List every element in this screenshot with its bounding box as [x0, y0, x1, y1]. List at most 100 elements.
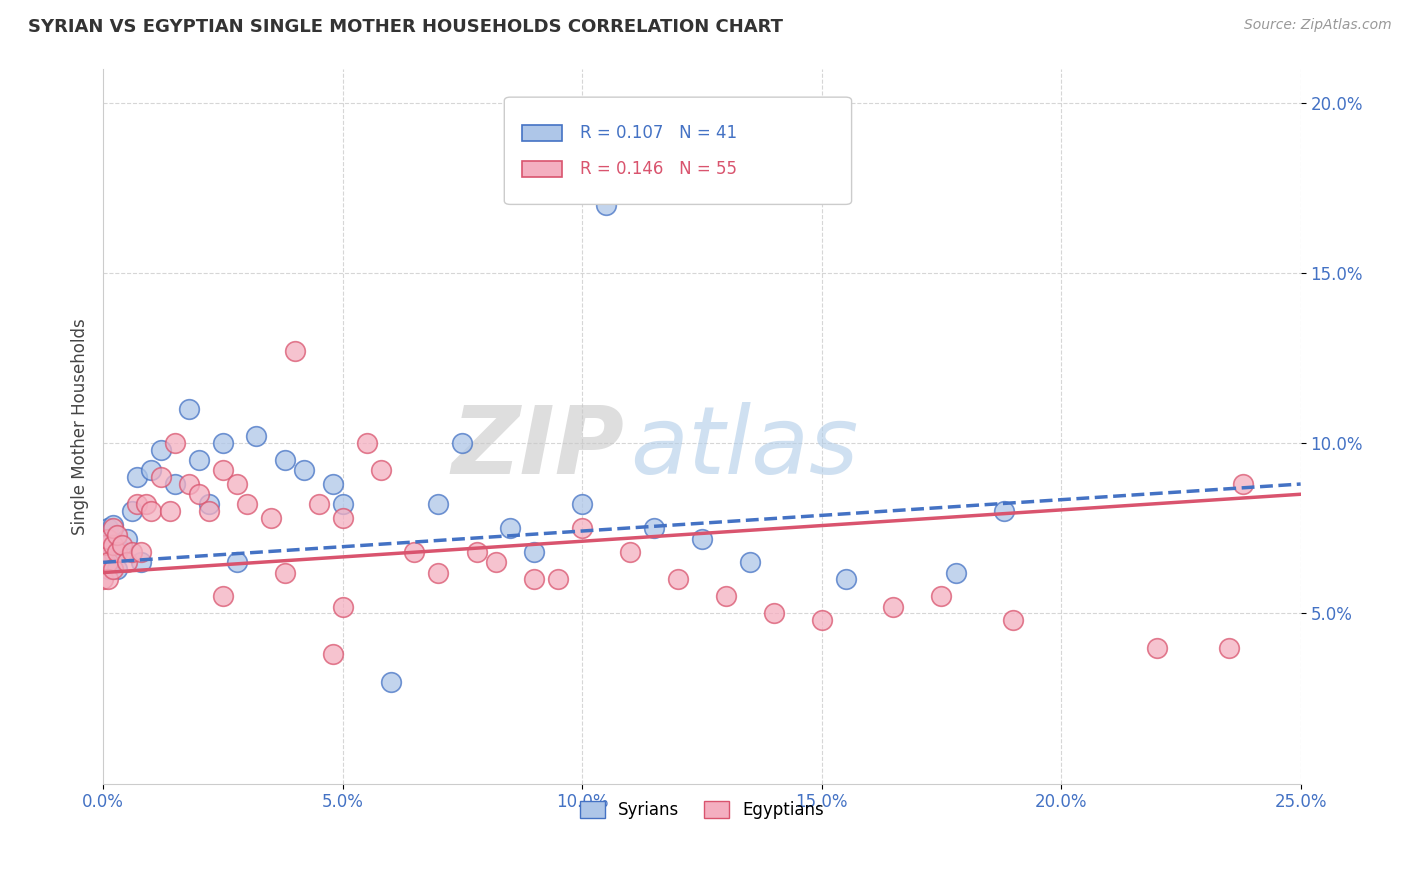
Point: [111, 538, 134, 552]
Point: [523, 573, 546, 587]
Point: [284, 344, 307, 359]
Point: [212, 463, 235, 477]
Point: [107, 562, 129, 576]
Point: [547, 573, 569, 587]
Point: [197, 498, 219, 512]
Point: [404, 545, 426, 559]
Point: [135, 498, 157, 512]
Point: [97, 538, 120, 552]
Point: [107, 528, 129, 542]
FancyBboxPatch shape: [522, 161, 562, 177]
Text: SYRIAN VS EGYPTIAN SINGLE MOTHER HOUSEHOLDS CORRELATION CHART: SYRIAN VS EGYPTIAN SINGLE MOTHER HOUSEHO…: [28, 18, 783, 36]
Point: [322, 477, 344, 491]
Point: [465, 545, 488, 559]
Point: [115, 555, 138, 569]
Point: [139, 463, 162, 477]
Text: ZIP: ZIP: [451, 401, 624, 493]
Point: [91, 532, 114, 546]
Point: [97, 532, 120, 546]
Point: [97, 573, 120, 587]
Point: [212, 590, 235, 604]
Point: [197, 504, 219, 518]
Point: [101, 562, 124, 576]
Point: [308, 498, 330, 512]
Text: Source: ZipAtlas.com: Source: ZipAtlas.com: [1244, 18, 1392, 32]
Point: [187, 453, 209, 467]
Point: [91, 573, 114, 587]
Point: [451, 436, 474, 450]
Point: [163, 436, 186, 450]
FancyBboxPatch shape: [522, 125, 562, 141]
Point: [274, 453, 297, 467]
Point: [882, 599, 904, 614]
Point: [292, 463, 315, 477]
Point: [370, 463, 392, 477]
Point: [163, 477, 186, 491]
Point: [107, 538, 129, 552]
Point: [101, 521, 124, 535]
Point: [115, 532, 138, 546]
Point: [107, 545, 129, 559]
Point: [179, 402, 201, 417]
Text: atlas: atlas: [630, 402, 858, 493]
Point: [131, 545, 153, 559]
Point: [690, 532, 713, 546]
Legend: Syrians, Egyptians: Syrians, Egyptians: [572, 794, 831, 825]
Point: [810, 613, 832, 627]
Point: [245, 429, 267, 443]
Point: [643, 521, 665, 535]
Point: [97, 562, 120, 576]
Text: R = 0.107   N = 41: R = 0.107 N = 41: [579, 124, 737, 142]
Text: R = 0.146   N = 55: R = 0.146 N = 55: [579, 160, 737, 178]
Point: [595, 198, 617, 212]
Point: [1232, 477, 1254, 491]
Point: [101, 538, 124, 552]
Point: [1218, 640, 1240, 655]
Point: [714, 590, 737, 604]
Point: [427, 498, 450, 512]
Point: [91, 555, 114, 569]
Y-axis label: Single Mother Households: Single Mother Households: [72, 318, 89, 534]
Point: [945, 566, 967, 580]
Point: [179, 477, 201, 491]
Point: [226, 477, 249, 491]
Point: [485, 555, 508, 569]
Point: [91, 538, 114, 552]
Point: [149, 442, 172, 457]
Point: [159, 504, 181, 518]
Point: [356, 436, 378, 450]
Point: [97, 555, 120, 569]
Point: [274, 566, 297, 580]
Point: [993, 504, 1015, 518]
Point: [212, 436, 235, 450]
Point: [332, 498, 354, 512]
Point: [380, 674, 402, 689]
Point: [125, 498, 148, 512]
Point: [91, 545, 114, 559]
Point: [666, 573, 689, 587]
Point: [834, 573, 856, 587]
Point: [332, 511, 354, 525]
Point: [571, 521, 593, 535]
Point: [149, 470, 172, 484]
Point: [91, 545, 114, 559]
Point: [931, 590, 953, 604]
Point: [1146, 640, 1168, 655]
Point: [332, 599, 354, 614]
Point: [101, 517, 124, 532]
Point: [738, 555, 761, 569]
Point: [226, 555, 249, 569]
Point: [121, 545, 143, 559]
Point: [101, 545, 124, 559]
Point: [125, 470, 148, 484]
Point: [187, 487, 209, 501]
Point: [131, 555, 153, 569]
Point: [427, 566, 450, 580]
Point: [523, 545, 546, 559]
Point: [322, 648, 344, 662]
Point: [571, 498, 593, 512]
Point: [499, 521, 522, 535]
Point: [139, 504, 162, 518]
Point: [236, 498, 259, 512]
Point: [111, 545, 134, 559]
